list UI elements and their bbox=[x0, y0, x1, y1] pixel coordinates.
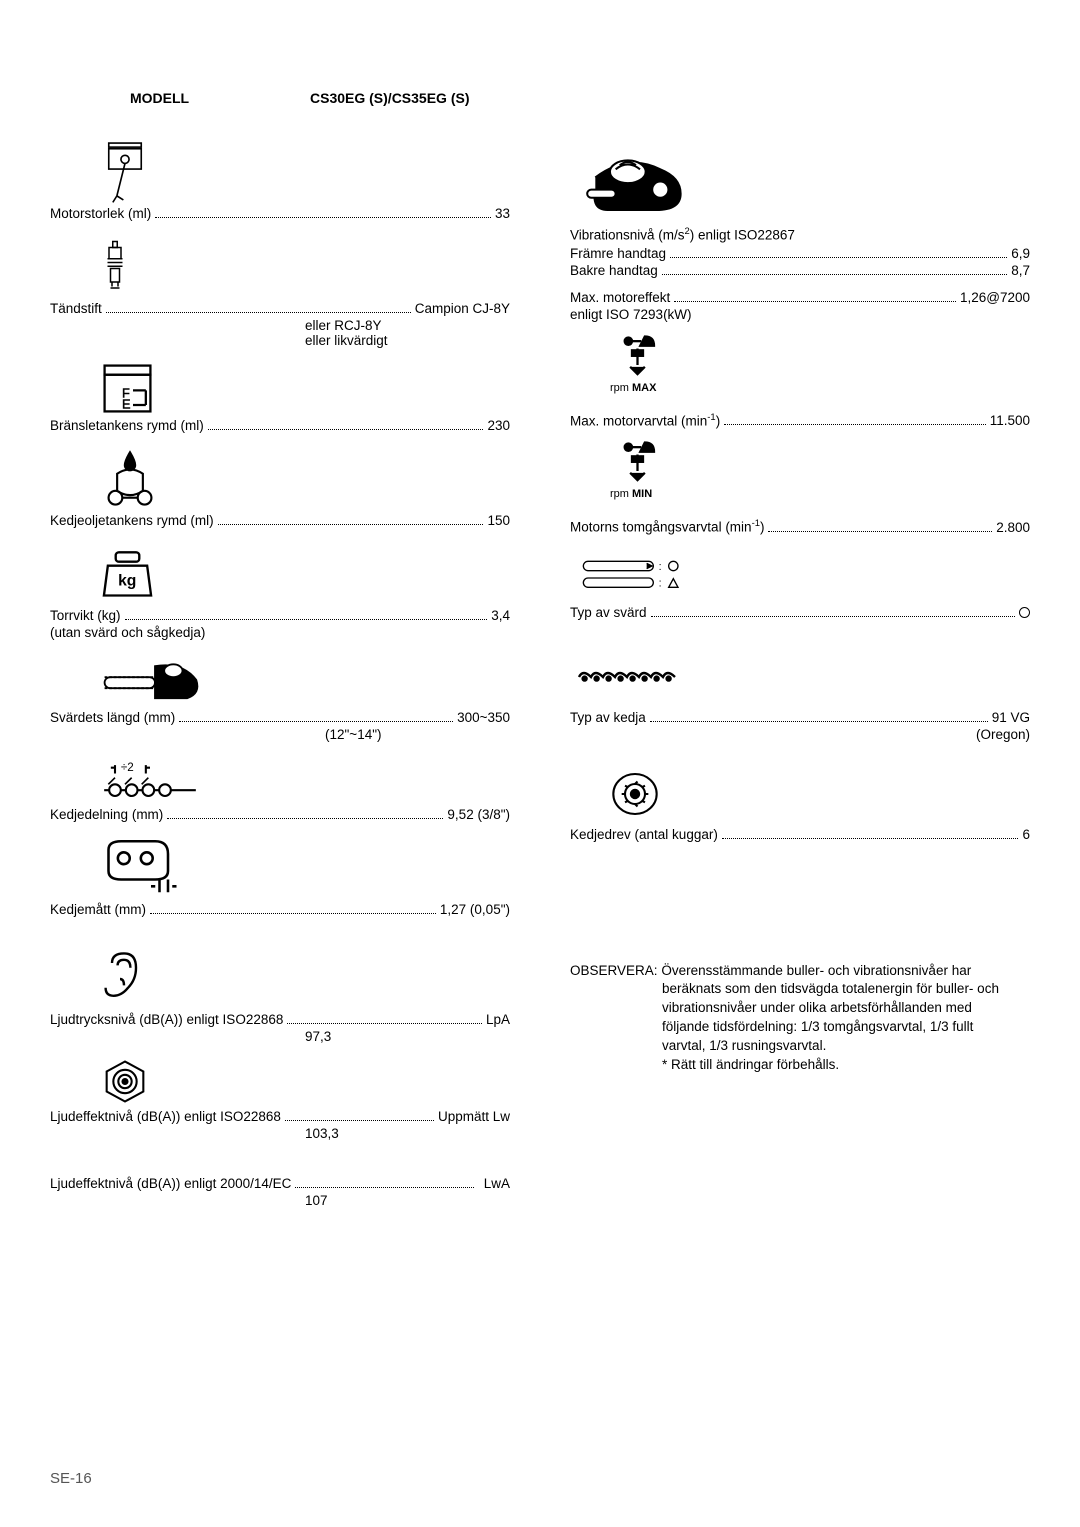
bar-type-icon: : : bbox=[570, 545, 1030, 605]
observera-note: OBSERVERA: Överensstämmande buller- och … bbox=[570, 962, 1030, 1075]
bar-length-sub: (12"~14") bbox=[50, 727, 510, 742]
bar-type-label: Typ av svärd bbox=[570, 605, 647, 620]
piston-icon bbox=[50, 136, 510, 206]
chain-type-label: Typ av kedja bbox=[570, 710, 646, 725]
chain-pitch-value: 9,52 (3/8") bbox=[447, 807, 510, 822]
sound-power-meas-sub: 103,3 bbox=[50, 1126, 510, 1141]
max-power-sublabel: enligt ISO 7293(kW) bbox=[570, 307, 1030, 322]
rpm-min-icon: rpm MIN bbox=[570, 438, 1030, 518]
weight-icon: kg bbox=[50, 538, 510, 608]
max-power-label: Max. motoreffekt bbox=[570, 290, 670, 305]
max-power-value: 1,26@7200 bbox=[960, 290, 1030, 305]
left-column: Motorstorlek (ml) 33 Tändstift Campion C… bbox=[50, 136, 510, 1218]
max-rpm-value: 11.500 bbox=[990, 413, 1030, 428]
header-row: MODELL CS30EG (S)/CS35EG (S) bbox=[50, 90, 1030, 106]
spark-plug-icon bbox=[50, 231, 510, 301]
fuel-tank-label: Bränsletankens rymd (ml) bbox=[50, 418, 204, 433]
fuel-tank-icon: F E bbox=[50, 358, 510, 418]
header-modell: MODELL bbox=[130, 90, 310, 106]
spark-plug-value: Campion CJ-8Y bbox=[415, 301, 510, 316]
oil-tank-icon bbox=[50, 443, 510, 513]
vib-rear-val: 8,7 bbox=[1011, 263, 1030, 278]
dry-weight-label: Torrvikt (kg) bbox=[50, 608, 121, 623]
sound-pressure-value: LpA bbox=[486, 1012, 510, 1027]
ear-icon bbox=[50, 942, 510, 1012]
motor-size-value: 33 bbox=[495, 206, 510, 221]
sound-pressure-sub: 97,3 bbox=[50, 1029, 510, 1044]
sound-pressure-label: Ljudtrycksnivå (dB(A)) enligt ISO22868 bbox=[50, 1012, 283, 1027]
dry-weight-sublabel: (utan svärd och sågkedja) bbox=[50, 625, 510, 640]
sound-power-ec-label: Ljudeffektnivå (dB(A)) enligt 2000/14/EC bbox=[50, 1176, 291, 1191]
dry-weight-value: 3,4 bbox=[491, 608, 510, 623]
sound-power-meas-label: Ljudeffektnivå (dB(A)) enligt ISO22868 bbox=[50, 1109, 281, 1124]
svg-text:kg: kg bbox=[118, 572, 136, 589]
fuel-tank-value: 230 bbox=[487, 418, 510, 433]
sound-power-ec-sub: 107 bbox=[50, 1193, 510, 1208]
svg-text:÷2: ÷2 bbox=[121, 761, 134, 774]
chain-gauge-value: 1,27 (0,05") bbox=[440, 902, 510, 917]
sound-power-meas-value: Uppmätt Lw bbox=[438, 1109, 510, 1124]
svg-text::: : bbox=[659, 561, 662, 573]
svg-text::: : bbox=[659, 577, 662, 589]
bar-length-label: Svärdets längd (mm) bbox=[50, 710, 175, 725]
chain-type-value: 91 VG bbox=[992, 710, 1030, 725]
spark-plug-sub1: eller RCJ-8Y bbox=[50, 318, 510, 333]
oil-tank-value: 150 bbox=[487, 513, 510, 528]
page-number: SE-16 bbox=[50, 1470, 92, 1487]
vibration-title: Vibrationsnivå (m/s2) enligt ISO22867 bbox=[570, 226, 1030, 243]
chainsaw-small-icon bbox=[50, 650, 510, 710]
vib-rear-label: Bakre handtag bbox=[570, 263, 658, 278]
chain-type-sub: (Oregon) bbox=[570, 727, 1030, 742]
right-column: Vibrationsnivå (m/s2) enligt ISO22867 Fr… bbox=[570, 136, 1030, 1218]
svg-text:E: E bbox=[122, 396, 131, 411]
max-rpm-label: Max. motorvarvtal (min-1) bbox=[570, 412, 720, 429]
chain-pitch-icon: ÷2 bbox=[50, 752, 510, 807]
vib-front-val: 6,9 bbox=[1011, 246, 1030, 261]
spark-plug-label: Tändstift bbox=[50, 301, 102, 316]
header-model-value: CS30EG (S)/CS35EG (S) bbox=[310, 90, 470, 106]
motor-size-label: Motorstorlek (ml) bbox=[50, 206, 151, 221]
oil-tank-label: Kedjeoljetankens rymd (ml) bbox=[50, 513, 214, 528]
sprocket-label: Kedjedrev (antal kuggar) bbox=[570, 827, 718, 842]
spark-plug-sub2: eller likvärdigt bbox=[50, 333, 510, 348]
vib-front-label: Främre handtag bbox=[570, 246, 666, 261]
sound-power-ec-value: LwA bbox=[478, 1176, 510, 1191]
sprocket-icon bbox=[570, 762, 1030, 827]
sprocket-value: 6 bbox=[1022, 827, 1030, 842]
sound-power-icon bbox=[50, 1054, 510, 1109]
chain-icon bbox=[570, 655, 1030, 695]
idle-rpm-value: 2.800 bbox=[996, 520, 1030, 535]
chain-pitch-label: Kedjedelning (mm) bbox=[50, 807, 163, 822]
chain-gauge-icon bbox=[50, 832, 510, 902]
idle-rpm-label: Motorns tomgångsvarvtal (min-1) bbox=[570, 518, 764, 535]
chainsaw-vibration-icon bbox=[570, 136, 1030, 226]
bar-length-value: 300~350 bbox=[457, 710, 510, 725]
rpm-max-icon: rpm rpm MAXMAX bbox=[570, 332, 1030, 412]
chain-gauge-label: Kedjemått (mm) bbox=[50, 902, 146, 917]
bar-type-value bbox=[1019, 605, 1030, 620]
